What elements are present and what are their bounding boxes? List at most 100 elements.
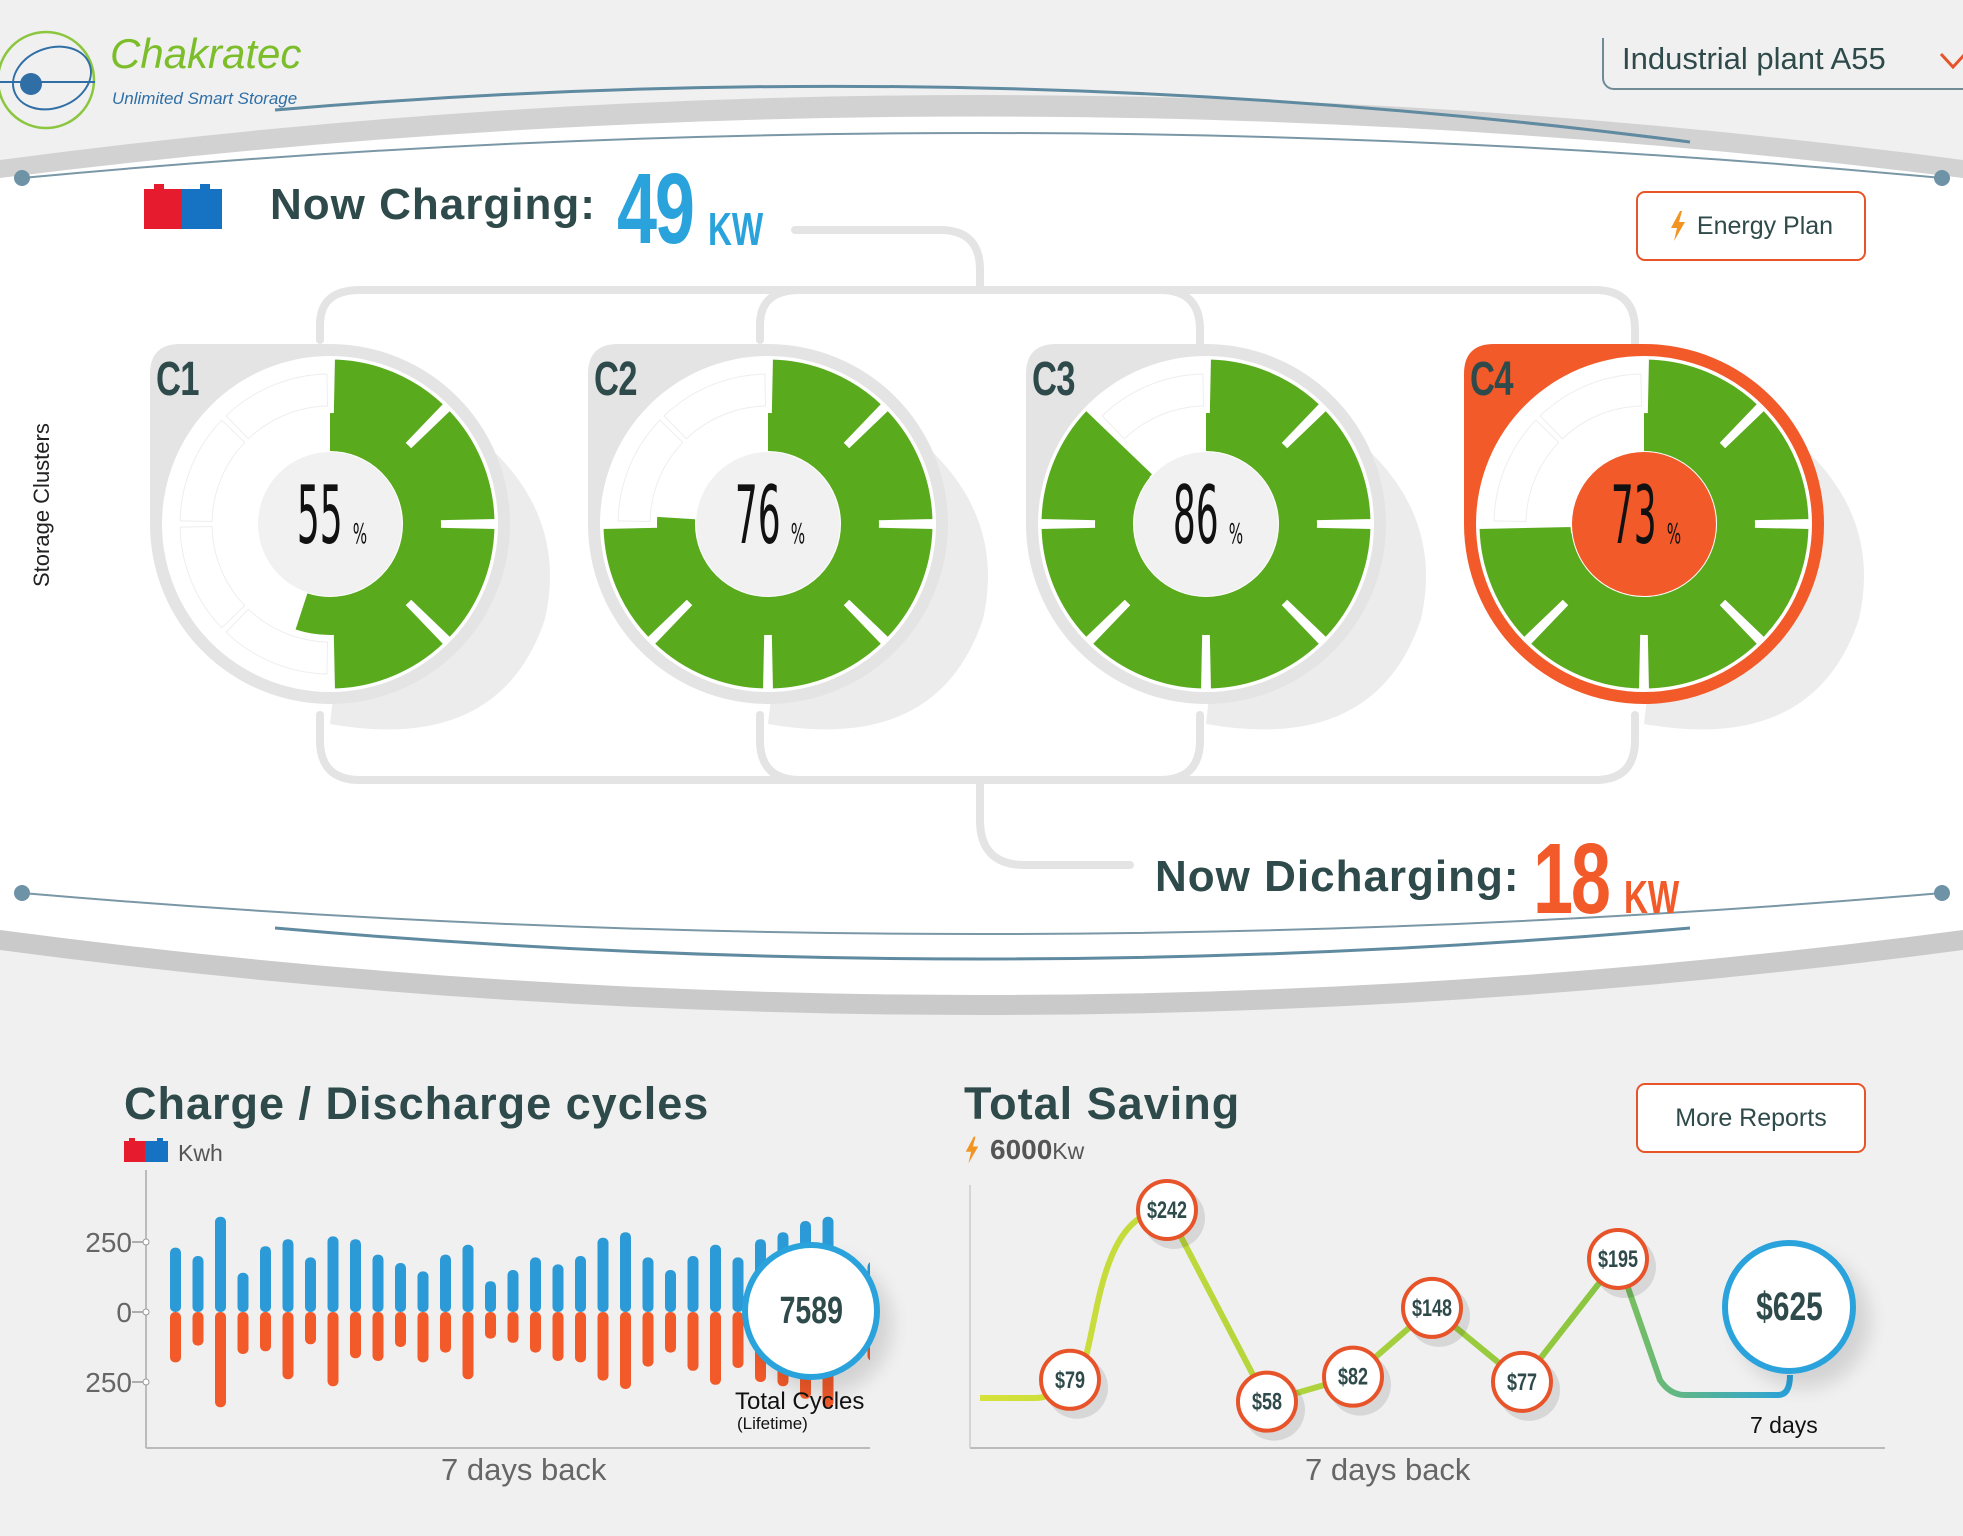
charge-bar <box>350 1239 361 1312</box>
charge-bar <box>327 1236 339 1312</box>
charge-bar <box>215 1216 226 1312</box>
charging-unit: KW <box>708 203 764 255</box>
logo-mark-icon <box>0 30 96 130</box>
cluster-segment <box>179 419 246 523</box>
discharge-bar <box>665 1312 676 1353</box>
cluster-percent-sign: % <box>1666 517 1681 550</box>
discharge-bar <box>462 1312 474 1380</box>
discharge-bar <box>372 1312 384 1361</box>
cluster-segment <box>617 419 684 523</box>
discharge-bar <box>732 1312 744 1368</box>
charge-bar <box>237 1272 249 1312</box>
charge-bar <box>552 1264 564 1312</box>
discharge-bar <box>417 1312 429 1363</box>
discharge-bar <box>710 1312 721 1385</box>
saving-point-label: $148 <box>1412 1296 1452 1322</box>
site-selector[interactable]: Industrial plant A55 <box>1602 38 1963 90</box>
cluster-c3[interactable]: C3 86% <box>1016 338 1436 738</box>
discharge-bar <box>575 1312 586 1363</box>
saving-point: $242 <box>1136 1179 1205 1249</box>
logo[interactable]: Chakratec Unlimited Smart Storage <box>0 24 320 139</box>
total-saving-badge[interactable]: $625 <box>1722 1240 1856 1374</box>
cluster-gauge <box>588 344 988 730</box>
discharge-bar <box>260 1312 271 1352</box>
more-reports-button[interactable]: More Reports <box>1636 1083 1866 1153</box>
saving-point: $148 <box>1401 1276 1470 1347</box>
battery-icon <box>124 1138 168 1162</box>
charge-bar <box>687 1256 699 1312</box>
cluster-segment <box>1101 373 1205 440</box>
cluster-percent: 86% <box>1146 476 1266 556</box>
cluster-percent: 55% <box>270 476 390 556</box>
discharge-bar <box>170 1312 181 1363</box>
cycles-x-label: 7 days back <box>441 1452 607 1487</box>
cluster-percent: 73% <box>1584 476 1704 556</box>
cluster-label: C4 <box>1470 353 1513 406</box>
chevron-down-icon <box>1939 52 1963 70</box>
saving-point-label: $77 <box>1507 1370 1537 1396</box>
cluster-percent-value: 73 <box>1611 469 1657 562</box>
saving-point: $77 <box>1491 1350 1560 1421</box>
discharge-bar <box>642 1312 654 1367</box>
lightning-icon <box>965 1136 979 1164</box>
charge-bar <box>507 1270 519 1312</box>
cycles-title: Charge / Discharge cycles <box>124 1078 710 1129</box>
total-cycles-badge[interactable]: 7589 <box>742 1242 880 1380</box>
charge-bar <box>642 1257 654 1312</box>
site-selector-value: Industrial plant A55 <box>1622 41 1886 76</box>
saving-point: $58 <box>1236 1370 1305 1441</box>
saving-point-label: $195 <box>1598 1247 1638 1273</box>
cluster-percent-sign: % <box>352 517 367 550</box>
charge-bar <box>192 1256 204 1312</box>
charge-bar <box>440 1254 451 1312</box>
charge-bar <box>665 1270 676 1312</box>
cluster-gauge <box>1026 344 1426 730</box>
cluster-percent-sign: % <box>790 517 805 550</box>
cluster-c2[interactable]: C2 76% <box>578 338 998 738</box>
saving-point-label: $58 <box>1252 1389 1282 1415</box>
cluster-segment <box>179 525 246 629</box>
discharge-bar <box>597 1312 609 1381</box>
discharge-bar <box>282 1312 294 1380</box>
discharge-bar <box>485 1312 496 1339</box>
discharge-bar <box>440 1312 451 1353</box>
y-tick-label: 250 <box>85 1367 132 1398</box>
discharging-value: 18 <box>1533 823 1611 935</box>
cluster-percent-sign: % <box>1228 517 1243 550</box>
discharge-bar <box>305 1312 316 1345</box>
saving-line-chart: $79 $242 $58 $82 $148 $77 $195 <box>969 1179 1885 1449</box>
saving-energy: 6000Kw <box>990 1134 1084 1166</box>
saving-point: $195 <box>1587 1227 1656 1298</box>
y-tick-label: 250 <box>85 1227 132 1258</box>
lightning-icon <box>1670 211 1685 241</box>
cluster-gauge <box>1464 344 1864 730</box>
storage-clusters-label: Storage Clusters <box>29 423 54 587</box>
cycles-unit: Kwh <box>178 1140 223 1166</box>
saving-point-label: $242 <box>1147 1198 1187 1224</box>
brand-name: Chakratec <box>110 30 302 77</box>
energy-plan-button[interactable]: Energy Plan <box>1636 191 1866 261</box>
charge-bar <box>305 1257 316 1312</box>
discharge-bar <box>215 1312 226 1408</box>
cluster-segment <box>663 373 767 440</box>
total-saving-value: $625 <box>1755 1284 1823 1329</box>
cluster-c4[interactable]: C4 73% <box>1454 338 1874 738</box>
charge-bar <box>575 1256 586 1312</box>
y-tick-label: 0 <box>116 1297 132 1328</box>
charge-bar <box>530 1257 541 1312</box>
cluster-percent: 76% <box>708 476 828 556</box>
charge-bar <box>372 1254 384 1312</box>
discharge-bar <box>237 1312 249 1354</box>
total-cycles-label: Total Cycles <box>735 1388 865 1415</box>
charging-value: 49 <box>617 153 695 265</box>
storage-clusters: C1 55% C2 76% C3 86% C4 73% <box>140 338 1874 738</box>
saving-point-label: $82 <box>1338 1364 1368 1390</box>
cluster-c1[interactable]: C1 55% <box>140 338 560 738</box>
charge-bar <box>260 1246 271 1312</box>
discharge-bar <box>530 1312 541 1353</box>
cluster-gauge <box>150 344 550 730</box>
charge-bar <box>395 1263 406 1312</box>
discharge-bar <box>552 1312 564 1361</box>
cluster-percent-value: 86 <box>1173 469 1219 562</box>
discharge-bar <box>327 1312 339 1387</box>
